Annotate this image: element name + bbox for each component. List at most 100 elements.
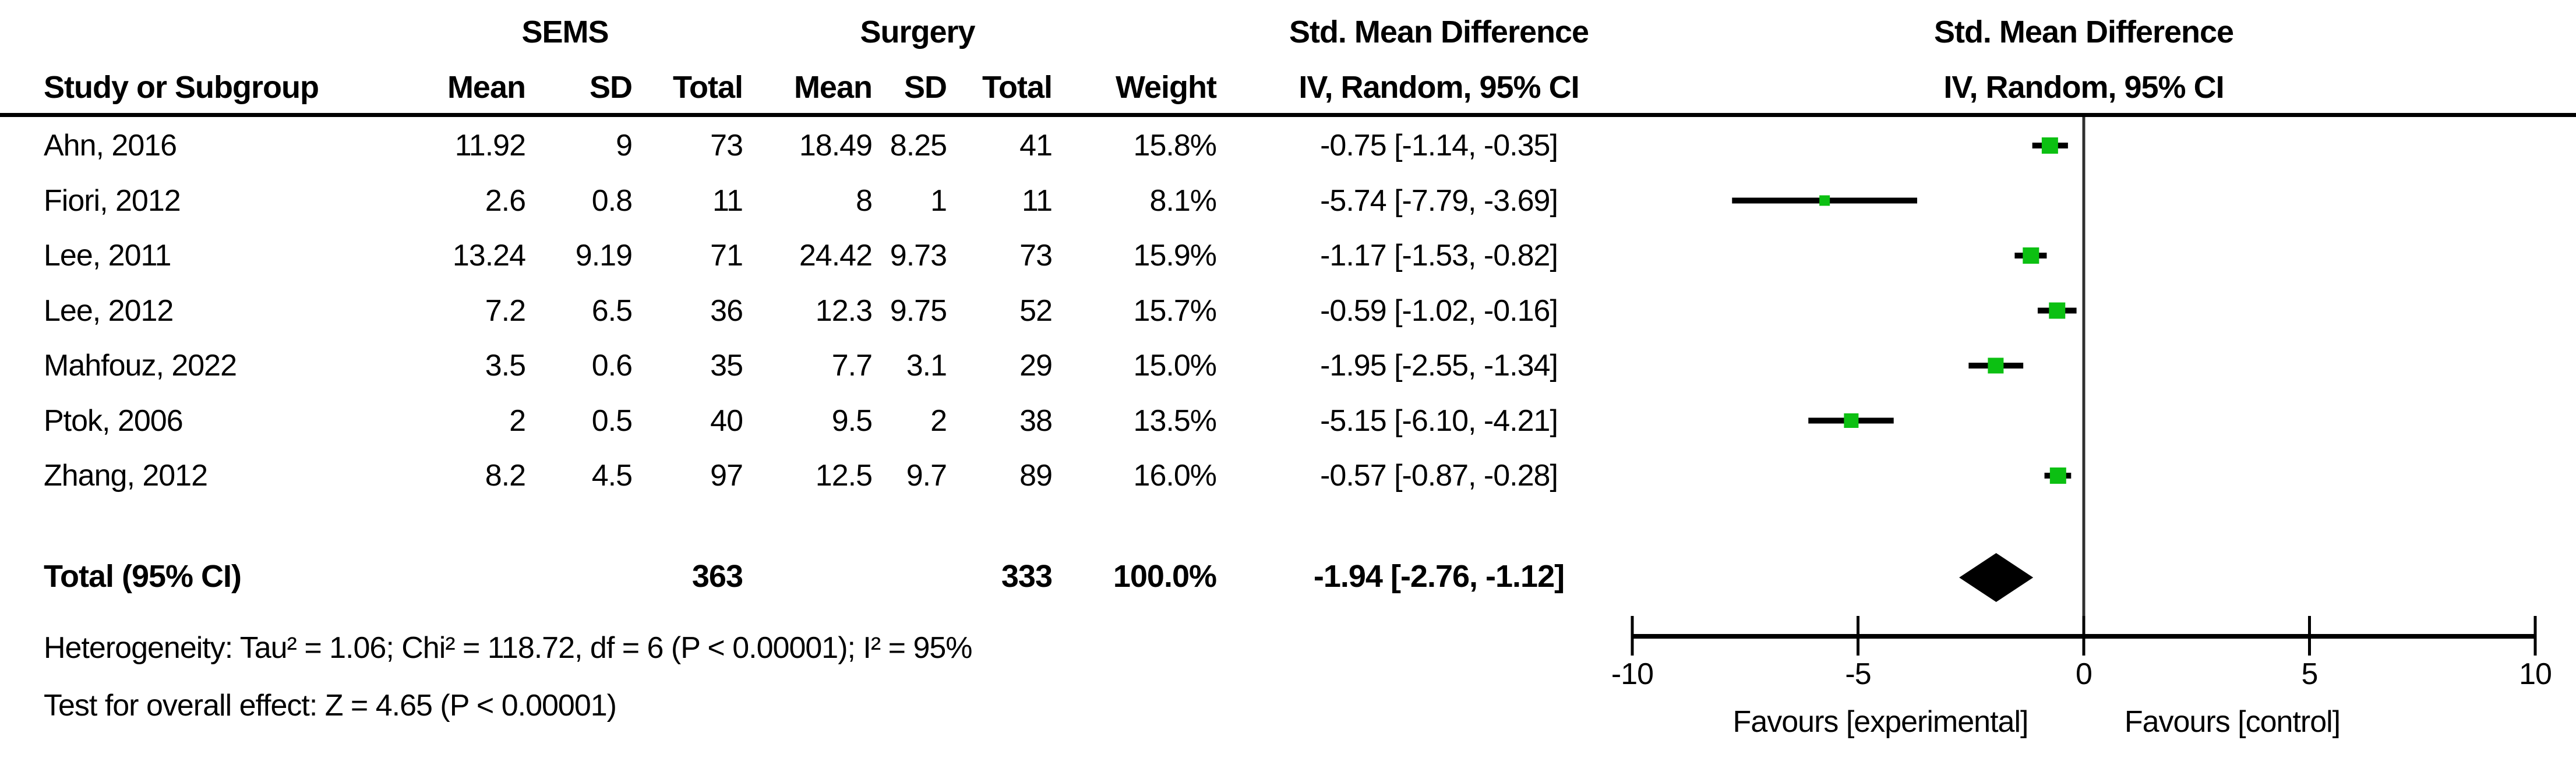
study-name: Lee, 2011 — [44, 239, 171, 272]
axis-tick — [1857, 616, 1859, 656]
axis-tick-label: -10 — [1611, 657, 1654, 691]
cell-weight: 15.8% — [1133, 129, 1217, 162]
cell-sd1: 4.5 — [591, 459, 633, 493]
total-group2-n: 333 — [1001, 559, 1053, 594]
cell-mean2: 12.3 — [815, 293, 873, 328]
cell-sd1: 0.6 — [591, 349, 633, 382]
axis-tick — [2082, 616, 2085, 656]
col-header-study: Study or Subgroup — [44, 70, 319, 105]
axis-tick — [1631, 616, 1634, 656]
cell-ci-text: -5.15 [-6.10, -4.21] — [1320, 403, 1558, 438]
cell-weight: 15.0% — [1133, 349, 1217, 382]
cell-weight: 8.1% — [1149, 183, 1217, 218]
cell-total1: 73 — [710, 129, 743, 162]
cell-total2: 11 — [1022, 183, 1053, 218]
axis-tick — [2308, 616, 2311, 656]
cell-total2: 29 — [1019, 349, 1053, 382]
col-header-total1: Total — [673, 70, 743, 105]
cell-total2: 52 — [1019, 293, 1053, 328]
cell-sd2: 2 — [930, 403, 947, 438]
cell-weight: 13.5% — [1133, 403, 1217, 438]
effect-square-marker — [1988, 357, 2004, 374]
effect-square-marker — [1819, 195, 1830, 206]
col-header-total2: Total — [982, 70, 1053, 105]
heterogeneity-text: Heterogeneity: Tau² = 1.06; Chi² = 118.7… — [44, 631, 973, 665]
axis-tick-label: 10 — [2519, 657, 2552, 691]
cell-sd2: 3.1 — [906, 349, 947, 382]
cell-sd2: 8.25 — [890, 129, 947, 162]
header-separator-line — [0, 113, 2576, 117]
cell-mean1: 2 — [509, 403, 526, 438]
cell-ci-text: -1.95 [-2.55, -1.34] — [1320, 349, 1558, 382]
axis-tick-label: 0 — [2076, 657, 2092, 691]
cell-mean2: 9.5 — [831, 403, 873, 438]
total-group1-n: 363 — [691, 559, 743, 594]
cell-weight: 15.7% — [1133, 293, 1217, 328]
effect-square-marker — [2023, 247, 2039, 264]
total-ci-text: -1.94 [-2.76, -1.12] — [1313, 559, 1565, 594]
overall-effect-text: Test for overall effect: Z = 4.65 (P < 0… — [44, 689, 617, 722]
cell-sd2: 9.75 — [890, 293, 947, 328]
study-name: Zhang, 2012 — [44, 459, 208, 493]
cell-mean1: 3.5 — [485, 349, 526, 382]
plot-header-title: Std. Mean Difference — [1933, 15, 2234, 49]
favours-left-label: Favours [experimental] — [1732, 705, 2029, 739]
effect-square-marker — [2049, 467, 2066, 484]
study-name: Lee, 2012 — [44, 293, 174, 328]
cell-mean1: 2.6 — [485, 183, 526, 218]
effect-square-marker — [2049, 302, 2066, 319]
axis-tick-label: -5 — [1845, 657, 1871, 691]
favours-right-label: Favours [control] — [2124, 705, 2341, 739]
cell-total1: 71 — [710, 239, 743, 272]
cell-total1: 11 — [712, 183, 743, 218]
col-header-weight: Weight — [1116, 70, 1217, 105]
cell-weight: 16.0% — [1133, 459, 1217, 493]
cell-total2: 38 — [1019, 403, 1053, 438]
group1-header: SEMS — [521, 15, 609, 49]
cell-total2: 89 — [1019, 459, 1053, 493]
cell-ci-text: -5.74 [-7.79, -3.69] — [1320, 183, 1558, 218]
col-header-sd1: SD — [589, 70, 633, 105]
group2-header: Surgery — [860, 15, 975, 49]
total-row-label: Total (95% CI) — [44, 559, 242, 594]
cell-total1: 36 — [710, 293, 743, 328]
cell-ci-text: -0.57 [-0.87, -0.28] — [1320, 459, 1558, 493]
study-name: Ahn, 2016 — [44, 129, 177, 162]
axis-tick — [2533, 616, 2537, 656]
cell-sd2: 1 — [930, 183, 947, 218]
cell-ci-text: -1.17 [-1.53, -0.82] — [1320, 239, 1558, 272]
cell-ci-text: -0.59 [-1.02, -0.16] — [1320, 293, 1558, 328]
cell-mean1: 11.92 — [454, 129, 526, 162]
cell-sd1: 0.5 — [591, 403, 633, 438]
effect-square-marker — [2041, 137, 2058, 154]
effect-column-header-title: Std. Mean Difference — [1289, 15, 1589, 49]
col-header-mean1: Mean — [447, 70, 526, 105]
cell-total1: 35 — [710, 349, 743, 382]
col-header-sd2: SD — [904, 70, 947, 105]
cell-mean1: 7.2 — [485, 293, 526, 328]
cell-mean2: 12.5 — [815, 459, 873, 493]
cell-weight: 15.9% — [1133, 239, 1217, 272]
cell-mean2: 7.7 — [831, 349, 873, 382]
study-name: Mahfouz, 2022 — [44, 349, 237, 382]
cell-total1: 97 — [710, 459, 743, 493]
cell-mean2: 24.42 — [799, 239, 873, 272]
study-name: Ptok, 2006 — [44, 403, 184, 438]
cell-sd2: 9.73 — [890, 239, 947, 272]
cell-total1: 40 — [710, 403, 743, 438]
cell-ci-text: -0.75 [-1.14, -0.35] — [1320, 129, 1558, 162]
study-name: Fiori, 2012 — [44, 183, 181, 218]
total-diamond — [1959, 553, 2034, 602]
effect-square-marker — [1844, 413, 1859, 428]
cell-sd1: 9.19 — [575, 239, 633, 272]
cell-sd1: 0.8 — [591, 183, 633, 218]
total-weight: 100.0% — [1113, 559, 1217, 594]
cell-sd1: 9 — [616, 129, 633, 162]
cell-total2: 73 — [1019, 239, 1053, 272]
zero-line — [2082, 117, 2085, 634]
col-header-mean2: Mean — [793, 70, 873, 105]
effect-column-header-sub: IV, Random, 95% CI — [1298, 70, 1579, 105]
cell-total2: 41 — [1019, 129, 1053, 162]
